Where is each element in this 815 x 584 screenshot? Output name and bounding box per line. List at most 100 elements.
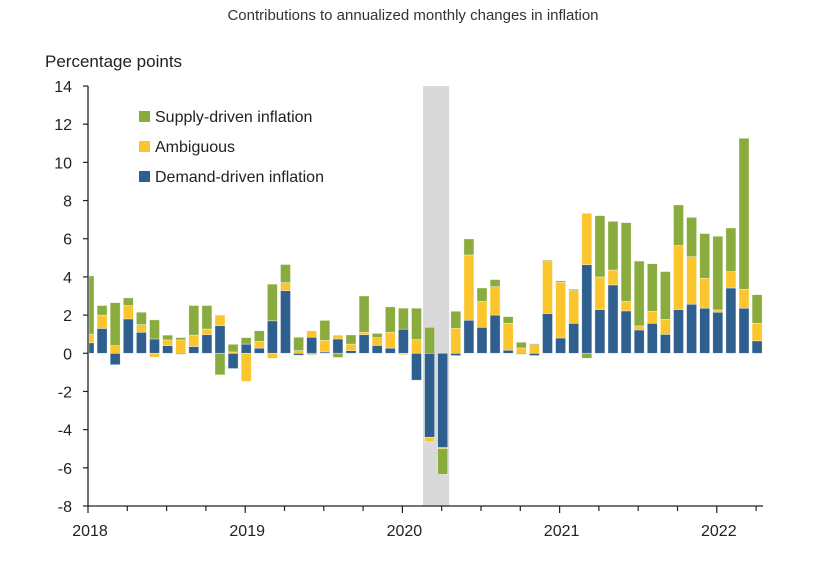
legend-label: Demand-driven inflation bbox=[155, 169, 324, 186]
bar-ambiguous-2020-08 bbox=[489, 286, 501, 316]
y-tick-label: 6 bbox=[63, 232, 72, 249]
bar-supply-driven-inflation-2018-04 bbox=[123, 297, 134, 306]
bar-supply-driven-inflation-2020-07 bbox=[476, 287, 488, 302]
bar-demand-driven-inflation-2018-06 bbox=[149, 338, 160, 354]
bar-ambiguous-2021-08 bbox=[646, 310, 658, 324]
bar-supply-driven-inflation-2018-08 bbox=[175, 337, 186, 341]
bar-demand-driven-inflation-2020-09 bbox=[502, 349, 514, 354]
bar-supply-driven-inflation-2019-02 bbox=[254, 330, 265, 342]
bar-ambiguous-2018-08 bbox=[175, 339, 186, 354]
y-tick-label: -8 bbox=[58, 499, 72, 516]
bar-supply-driven-inflation-2020-01 bbox=[398, 307, 409, 330]
bar-supply-driven-inflation-2020-02 bbox=[411, 307, 422, 340]
bar-supply-driven-inflation-2020-11 bbox=[529, 343, 540, 345]
bar-supply-driven-inflation-2020-05 bbox=[450, 310, 462, 329]
bar-supply-driven-inflation-2021-02 bbox=[568, 289, 580, 291]
bar-demand-driven-inflation-2020-06 bbox=[463, 319, 475, 354]
bar-supply-driven-inflation-2019-06 bbox=[306, 352, 318, 355]
chart-title: Contributions to annualized monthly chan… bbox=[227, 7, 598, 24]
bar-demand-driven-inflation-2018-01 bbox=[88, 342, 95, 354]
bar-supply-driven-inflation-2021-04 bbox=[594, 215, 606, 278]
bar-demand-driven-inflation-2021-03 bbox=[581, 264, 593, 354]
bar-demand-driven-inflation-2022-01 bbox=[712, 311, 724, 354]
bar-supply-driven-inflation-2019-05 bbox=[293, 336, 304, 351]
y-axis-label: Percentage points bbox=[45, 52, 182, 71]
bar-ambiguous-2018-02 bbox=[96, 314, 108, 329]
bar-supply-driven-inflation-2020-04 bbox=[437, 448, 449, 475]
bar-ambiguous-2020-02 bbox=[411, 339, 422, 354]
bar-demand-driven-inflation-2021-09 bbox=[660, 334, 671, 354]
bar-demand-driven-inflation-2021-07 bbox=[633, 329, 645, 354]
bar-demand-driven-inflation-2020-01 bbox=[398, 328, 409, 354]
y-tick-label: 8 bbox=[63, 194, 72, 211]
bar-ambiguous-2018-09 bbox=[188, 334, 200, 347]
bar-supply-driven-inflation-2020-12 bbox=[542, 259, 553, 262]
bar-supply-driven-inflation-2018-10 bbox=[201, 305, 213, 330]
bar-ambiguous-2019-08 bbox=[332, 334, 344, 340]
bar-supply-driven-inflation-2018-12 bbox=[227, 343, 239, 353]
bar-supply-driven-inflation-2021-10 bbox=[673, 204, 684, 246]
bar-supply-driven-inflation-2018-06 bbox=[149, 319, 160, 340]
bar-supply-driven-inflation-2020-10 bbox=[515, 341, 527, 349]
bar-demand-driven-inflation-2022-02 bbox=[725, 287, 737, 354]
bar-supply-driven-inflation-2019-01 bbox=[240, 337, 252, 345]
bar-ambiguous-2021-12 bbox=[699, 277, 711, 309]
bar-ambiguous-2021-05 bbox=[607, 269, 619, 286]
bar-supply-driven-inflation-2018-02 bbox=[96, 305, 108, 316]
bar-ambiguous-2022-03 bbox=[738, 289, 750, 309]
bar-demand-driven-inflation-2020-11 bbox=[529, 352, 540, 356]
bar-supply-driven-inflation-2019-08 bbox=[332, 352, 344, 358]
bar-ambiguous-2021-01 bbox=[555, 281, 566, 339]
bar-demand-driven-inflation-2021-04 bbox=[594, 309, 606, 354]
bar-demand-driven-inflation-2020-02 bbox=[411, 352, 422, 381]
bar-demand-driven-inflation-2018-07 bbox=[162, 345, 173, 354]
bar-demand-driven-inflation-2018-11 bbox=[214, 325, 226, 354]
bar-supply-driven-inflation-2021-08 bbox=[646, 263, 658, 312]
bar-supply-driven-inflation-2018-03 bbox=[109, 302, 121, 346]
bar-supply-driven-inflation-2020-03 bbox=[424, 327, 435, 354]
legend-swatch bbox=[139, 141, 150, 152]
bar-ambiguous-2018-03 bbox=[109, 345, 121, 354]
legend-label: Ambiguous bbox=[155, 139, 235, 156]
bar-demand-driven-inflation-2019-08 bbox=[332, 338, 344, 354]
bar-demand-driven-inflation-2020-08 bbox=[489, 314, 501, 354]
bar-ambiguous-2019-03 bbox=[267, 352, 278, 359]
bar-demand-driven-inflation-2021-08 bbox=[646, 322, 658, 354]
bar-supply-driven-inflation-2018-11 bbox=[214, 352, 226, 376]
y-tick-label: -2 bbox=[58, 384, 72, 401]
bar-supply-driven-inflation-2018-01 bbox=[88, 275, 95, 335]
y-tick-label: -4 bbox=[58, 423, 72, 440]
bar-supply-driven-inflation-2020-09 bbox=[502, 316, 514, 324]
bar-ambiguous-2021-09 bbox=[660, 318, 671, 335]
bar-supply-driven-inflation-2019-09 bbox=[345, 334, 357, 345]
x-tick-label: 2022 bbox=[701, 523, 737, 540]
bar-ambiguous-2019-07 bbox=[319, 339, 331, 353]
bar-demand-driven-inflation-2020-04 bbox=[437, 352, 449, 448]
bar-supply-driven-inflation-2019-03 bbox=[267, 283, 278, 322]
bar-ambiguous-2021-07 bbox=[633, 325, 645, 331]
bar-demand-driven-inflation-2020-07 bbox=[476, 327, 488, 354]
x-tick-label: 2019 bbox=[229, 523, 265, 540]
x-tick-label: 2021 bbox=[544, 523, 580, 540]
x-tick-label: 2020 bbox=[387, 523, 423, 540]
bar-ambiguous-2020-03 bbox=[424, 436, 435, 442]
bar-demand-driven-inflation-2019-09 bbox=[345, 350, 357, 354]
bar-ambiguous-2019-01 bbox=[240, 352, 252, 382]
bar-ambiguous-2020-01 bbox=[398, 352, 409, 355]
y-tick-label: -6 bbox=[58, 461, 72, 478]
bar-supply-driven-inflation-2022-02 bbox=[725, 227, 737, 272]
bar-demand-driven-inflation-2019-04 bbox=[280, 290, 291, 354]
bar-demand-driven-inflation-2019-12 bbox=[384, 347, 396, 354]
bar-demand-driven-inflation-2021-12 bbox=[699, 307, 711, 354]
bar-supply-driven-inflation-2021-06 bbox=[620, 222, 632, 302]
bar-demand-driven-inflation-2020-05 bbox=[450, 352, 462, 356]
legend-swatch bbox=[139, 111, 150, 122]
bar-demand-driven-inflation-2021-05 bbox=[607, 284, 619, 354]
bar-ambiguous-2019-05 bbox=[293, 350, 304, 354]
bar-ambiguous-2018-10 bbox=[201, 328, 213, 336]
bar-ambiguous-2018-01 bbox=[88, 333, 95, 344]
legend: Supply-driven inflation Ambiguous Demand-d… bbox=[139, 109, 324, 186]
bar-demand-driven-inflation-2020-03 bbox=[424, 352, 435, 438]
bar-supply-driven-inflation-2019-12 bbox=[384, 306, 396, 333]
